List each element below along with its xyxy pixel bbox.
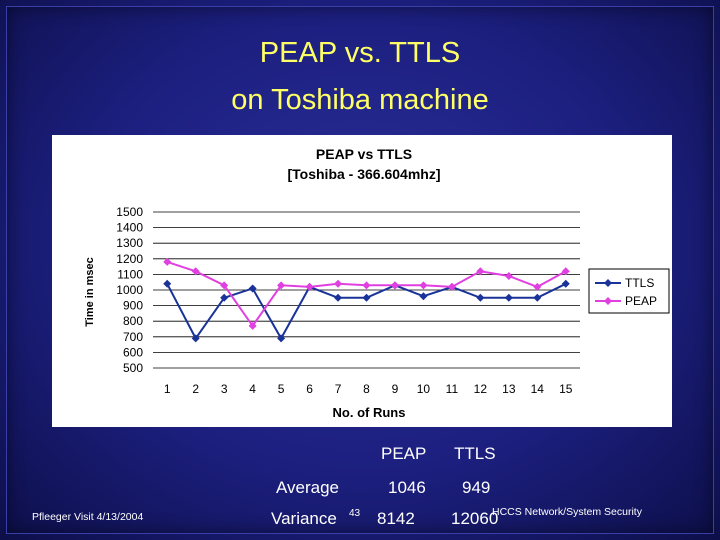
data-point-peap (419, 281, 428, 290)
series-line-ttls (166, 282, 567, 341)
y-tick-label: 1100 (117, 267, 143, 281)
data-point-peap (334, 279, 343, 288)
slide-subtitle: on Toshiba machine (231, 84, 489, 116)
y-tick-label: 1200 (116, 252, 143, 266)
legend-label-peap: PEAP (625, 294, 657, 308)
x-tick-label: 14 (531, 382, 545, 396)
x-tick-label: 10 (417, 382, 431, 396)
chart-subtitle: [Toshiba - 366.604mhz] (287, 166, 440, 182)
footer-left: Pfleeger Visit 4/13/2004 (32, 511, 144, 523)
col-header-ttls: TTLS (454, 444, 496, 463)
chart-panel: PEAP vs TTLS [Toshiba - 366.604mhz] No. … (52, 135, 672, 427)
average-peap: 1046 (388, 478, 426, 497)
data-point-peap (362, 281, 371, 290)
variance-peap: 8142 (377, 509, 415, 528)
x-tick-label: 2 (192, 382, 199, 396)
average-label: Average (276, 478, 340, 497)
y-tick-label: 900 (123, 299, 143, 313)
legend: TTLS PEAP (588, 268, 670, 314)
data-point-peap (248, 321, 257, 330)
slide-title: PEAP vs. TTLS (259, 37, 461, 69)
x-tick-label: 6 (306, 382, 313, 396)
x-tick-label: 4 (249, 382, 256, 396)
data-point-peap (476, 267, 485, 276)
data-point-peap (191, 267, 200, 276)
y-tick-label: 500 (123, 361, 143, 375)
y-tick-label: 1500 (116, 205, 143, 219)
data-point-peap (390, 281, 399, 290)
data-point-ttls (419, 292, 428, 301)
data-point-ttls (163, 279, 172, 288)
y-tick-label: 800 (123, 314, 143, 328)
data-point-peap (447, 282, 456, 291)
data-point-ttls (220, 293, 229, 302)
x-tick-label: 7 (335, 382, 342, 396)
footer-right: HCCS Network/System Security (492, 506, 642, 518)
x-tick-label: 13 (502, 382, 516, 396)
data-point-peap (163, 257, 172, 266)
legend-marker-ttls (604, 279, 612, 287)
average-ttls: 949 (462, 478, 491, 497)
data-point-ttls (504, 293, 513, 302)
data-point-peap (220, 281, 229, 290)
x-tick-label: 15 (559, 382, 573, 396)
data-point-ttls (334, 293, 343, 302)
x-tick-label: 8 (363, 382, 370, 396)
legend-box (588, 268, 670, 314)
grid (153, 211, 580, 369)
y-tick-label: 1300 (116, 236, 143, 250)
legend-label-ttls: TTLS (625, 276, 654, 290)
variance-ttls: 12060 (451, 509, 499, 528)
x-axis-label: No. of Runs (333, 405, 406, 420)
data-point-ttls (277, 334, 286, 343)
data-point-ttls (533, 293, 542, 302)
data-point-peap (533, 282, 542, 291)
y-tick-label: 1400 (116, 221, 143, 235)
page-number: 43 (349, 508, 361, 519)
data-point-ttls (362, 293, 371, 302)
x-tick-label: 11 (446, 382, 459, 396)
x-tick-label: 3 (221, 382, 228, 396)
series (163, 257, 570, 343)
y-tick-label: 700 (123, 330, 143, 344)
data-point-peap (305, 282, 314, 291)
x-tick-label: 9 (392, 382, 399, 396)
col-header-peap: PEAP (381, 444, 427, 463)
variance-label: Variance (271, 509, 337, 528)
y-tick-label: 1000 (116, 283, 143, 297)
data-point-peap (277, 281, 286, 290)
data-point-peap (504, 271, 513, 280)
data-point-peap (561, 267, 570, 276)
y-tick-label: 600 (123, 345, 143, 359)
data-point-ttls (561, 279, 570, 288)
legend-marker-peap (604, 297, 612, 305)
data-point-ttls (191, 334, 200, 343)
chart-title: PEAP vs TTLS (316, 146, 412, 162)
x-tick-label: 5 (278, 382, 285, 396)
data-point-ttls (476, 293, 485, 302)
line-chart: PEAP vs TTLS [Toshiba - 366.604mhz] No. … (84, 146, 670, 420)
x-tick-label: 12 (474, 382, 488, 396)
data-point-ttls (248, 284, 257, 293)
x-tick-label: 1 (164, 382, 171, 396)
y-axis-label: Time in msec (84, 257, 96, 327)
